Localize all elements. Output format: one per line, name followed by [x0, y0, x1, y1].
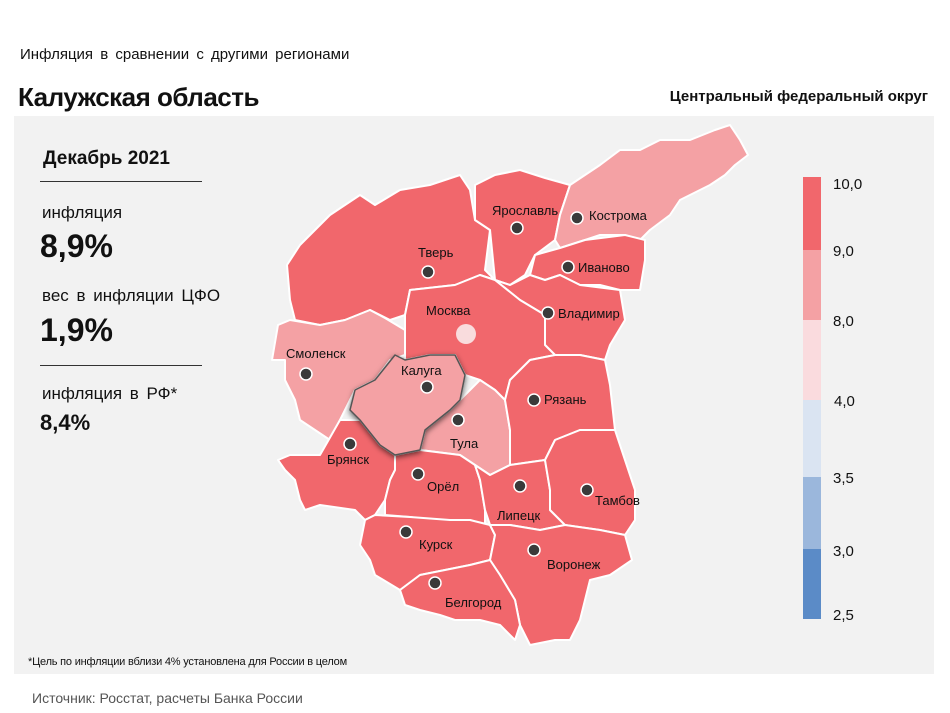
- city-label: Иваново: [578, 260, 630, 275]
- legend-band-3.5-4: [803, 400, 821, 477]
- legend-tick: 9,0: [833, 243, 854, 260]
- city-dot: [580, 483, 594, 497]
- city-label: Белгород: [445, 595, 502, 610]
- city-dot: [399, 525, 413, 539]
- color-legend: 10,0 9,0 8,0 4,0 3,5 3,0 2,5: [803, 176, 862, 624]
- city-dot: [343, 437, 357, 451]
- moscow-city-marker: [456, 324, 476, 344]
- page-title: Калужская область: [18, 82, 259, 112]
- divider: [40, 365, 202, 366]
- city-label: Калуга: [401, 363, 442, 378]
- legend-band-8-9: [803, 250, 821, 320]
- legend-tick: 3,5: [833, 470, 854, 487]
- weight-value: 1,9%: [40, 312, 113, 348]
- legend-band-2.5-3: [803, 549, 821, 619]
- subtitle: Инфляция в сравнении с другими регионами: [20, 46, 350, 63]
- city-dot: [513, 479, 527, 493]
- city-dot: [570, 211, 584, 225]
- city-dot: [561, 260, 575, 274]
- city-label: Курск: [419, 537, 453, 552]
- city-dot: [420, 380, 434, 394]
- city-label: Тамбов: [595, 493, 640, 508]
- city-label: Смоленск: [286, 346, 346, 361]
- city-dot: [527, 543, 541, 557]
- city-label: Владимир: [558, 306, 620, 321]
- weight-label: вес в инфляции ЦФО: [42, 286, 221, 305]
- legend-tick: 4,0: [834, 393, 855, 410]
- legend-tick: 8,0: [833, 313, 854, 330]
- source-note: Источник: Росстат, расчеты Банка России: [32, 690, 303, 706]
- footnote: *Цель по инфляции вблизи 4% установлена …: [28, 656, 347, 668]
- rf-inflation-value: 8,4%: [40, 410, 91, 435]
- region-kostroma[interactable]: [554, 124, 749, 249]
- city-label: Рязань: [544, 392, 587, 407]
- region-kaluga-highlighted[interactable]: [349, 354, 466, 456]
- legend-tick: 10,0: [833, 176, 862, 193]
- region-tambov[interactable]: [544, 429, 636, 536]
- city-label: Орёл: [427, 479, 459, 494]
- district-name: Центральный федеральный округ: [669, 88, 928, 105]
- city-label: Кострома: [589, 208, 648, 223]
- city-label: Тула: [450, 436, 479, 451]
- legend-tick: 3,0: [833, 543, 854, 560]
- city-label: Ярославль: [492, 203, 558, 218]
- city-dot: [428, 576, 442, 590]
- legend-band-9-10: [803, 177, 821, 250]
- city-dot: [510, 221, 524, 235]
- city-label: Москва: [426, 303, 471, 318]
- inflation-value: 8,9%: [40, 228, 113, 264]
- divider: [40, 181, 202, 182]
- city-dot: [411, 467, 425, 481]
- city-dot: [541, 306, 555, 320]
- city-dot: [299, 367, 313, 381]
- rf-inflation-label: инфляция в РФ*: [42, 384, 178, 403]
- city-label: Тверь: [418, 245, 454, 260]
- legend-band-4-8: [803, 320, 821, 400]
- legend-band-3-3.5: [803, 477, 821, 549]
- city-label: Липецк: [497, 508, 541, 523]
- inflation-label: инфляция: [42, 203, 123, 222]
- period-label: Декабрь 2021: [43, 148, 170, 169]
- city-label: Воронеж: [547, 557, 601, 572]
- city-dot: [451, 413, 465, 427]
- city-label: Брянск: [327, 452, 369, 467]
- city-dot: [421, 265, 435, 279]
- legend-tick: 2,5: [833, 607, 854, 624]
- city-dot: [527, 393, 541, 407]
